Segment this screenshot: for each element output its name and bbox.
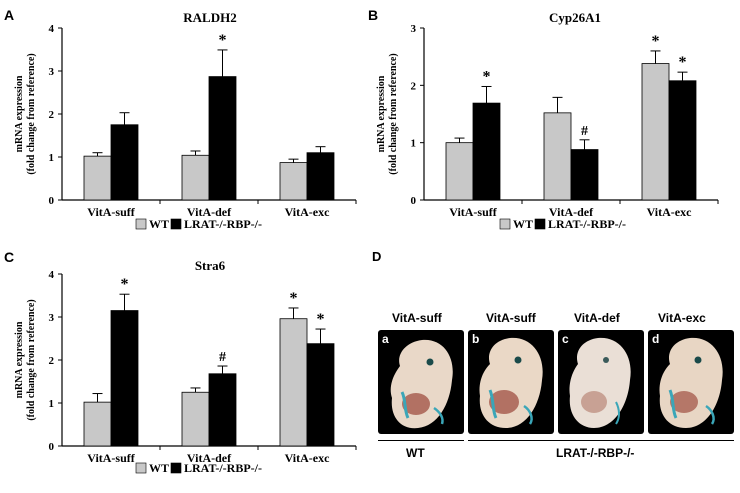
y-tick-label: 3	[49, 312, 55, 324]
legend-swatch	[499, 218, 511, 230]
bar	[306, 343, 335, 447]
chart-title: RALDH2	[183, 10, 236, 25]
photo-label-c: VitA-def	[574, 311, 620, 325]
y-axis-label: mRNA expression	[14, 321, 25, 398]
legend-swatch	[135, 218, 147, 230]
y-tick-label: 1	[49, 152, 55, 164]
significance-mark: *	[652, 33, 660, 50]
bar	[181, 154, 210, 201]
bar	[445, 142, 474, 201]
legend-swatch	[534, 218, 546, 230]
bar	[668, 80, 697, 201]
panel-letter: B	[368, 7, 378, 23]
photo-letter-d: d	[652, 332, 660, 346]
bar	[110, 310, 139, 447]
bar	[110, 124, 139, 201]
bar	[279, 318, 308, 447]
x-tick-label: VitA-def	[549, 205, 594, 219]
x-tick-label: VitA-suff	[87, 451, 136, 465]
significance-mark: *	[483, 68, 491, 85]
panel-letter: C	[4, 249, 14, 265]
x-tick-label: VitA-def	[187, 205, 232, 219]
bar	[641, 63, 670, 201]
panel-letter-d: D	[372, 249, 382, 264]
significance-mark: *	[219, 32, 227, 49]
significance-mark: #	[219, 350, 226, 365]
embryo-image	[569, 337, 631, 428]
y-axis-label: (fold change from reference)	[26, 53, 37, 174]
bar	[83, 155, 112, 201]
significance-mark: #	[581, 124, 588, 139]
photo-letter-b: b	[472, 332, 480, 346]
bar	[208, 76, 237, 201]
photo-letter-c: c	[562, 332, 569, 346]
photo-letter-a: a	[382, 332, 389, 346]
y-tick-label: 1	[411, 138, 417, 150]
legend-label: WT	[513, 217, 533, 231]
significance-mark: *	[290, 290, 298, 307]
group-label-mutant: LRAT-/-RBP-/-	[556, 446, 635, 460]
bar	[279, 162, 308, 201]
photo-label-a: VitA-suff	[392, 311, 442, 325]
legend-label: LRAT-/-RBP-/-	[184, 461, 262, 475]
bar	[181, 391, 210, 447]
significance-mark: *	[317, 311, 325, 328]
y-tick-label: 2	[49, 109, 55, 121]
embryo-image	[479, 337, 543, 428]
y-tick-label: 0	[49, 195, 55, 207]
y-tick-label: 2	[411, 80, 417, 92]
y-tick-label: 2	[49, 355, 55, 367]
bar	[208, 373, 237, 447]
embryo-image	[659, 337, 723, 428]
bar	[570, 149, 599, 201]
legend-swatch	[135, 462, 147, 474]
bar	[83, 401, 112, 447]
x-tick-label: VitA-suff	[87, 205, 136, 219]
y-tick-label: 4	[49, 269, 55, 281]
embryo-photo-d: d	[648, 330, 734, 434]
y-tick-label: 4	[49, 23, 55, 35]
y-tick-label: 0	[411, 195, 417, 207]
y-tick-label: 3	[49, 66, 55, 78]
legend-label: LRAT-/-RBP-/-	[548, 217, 626, 231]
x-tick-label: VitA-suff	[449, 205, 498, 219]
y-axis-label: mRNA expression	[376, 75, 387, 152]
legend-label: WT	[149, 217, 169, 231]
panel-letter: A	[4, 7, 14, 23]
legend-swatch	[170, 218, 182, 230]
embryo-photo-a: a	[378, 330, 464, 434]
significance-mark: *	[121, 276, 129, 293]
group-label-wt: WT	[406, 446, 425, 460]
y-tick-label: 0	[49, 441, 55, 453]
embryo-photo-b: b	[468, 330, 554, 434]
x-tick-label: VitA-exc	[647, 205, 693, 219]
group-line-wt	[378, 440, 464, 441]
y-axis-label: (fold change from reference)	[26, 299, 37, 420]
photo-label-b: VitA-suff	[486, 311, 536, 325]
legend-label: WT	[149, 461, 169, 475]
legend-label: LRAT-/-RBP-/-	[184, 217, 262, 231]
embryo-photo-panel: VitA-suff VitA-suff VitA-def VitA-exc a …	[376, 300, 736, 480]
bar	[543, 112, 572, 201]
y-axis-label: mRNA expression	[14, 75, 25, 152]
significance-mark: *	[679, 54, 687, 71]
photo-label-d: VitA-exc	[658, 311, 706, 325]
group-line-mutant	[468, 440, 734, 441]
chart-title: Stra6	[195, 258, 226, 273]
y-tick-label: 1	[49, 398, 55, 410]
embryo-image	[390, 339, 453, 429]
bar	[306, 152, 335, 201]
legend-swatch	[170, 462, 182, 474]
x-tick-label: VitA-exc	[285, 451, 331, 465]
chart-title: Cyp26A1	[549, 10, 601, 25]
embryo-photo-c: c	[558, 330, 644, 434]
bar	[472, 102, 501, 201]
x-tick-label: VitA-exc	[285, 205, 331, 219]
x-tick-label: VitA-def	[187, 451, 232, 465]
y-tick-label: 3	[411, 23, 417, 35]
y-axis-label: (fold change from reference)	[388, 53, 399, 174]
